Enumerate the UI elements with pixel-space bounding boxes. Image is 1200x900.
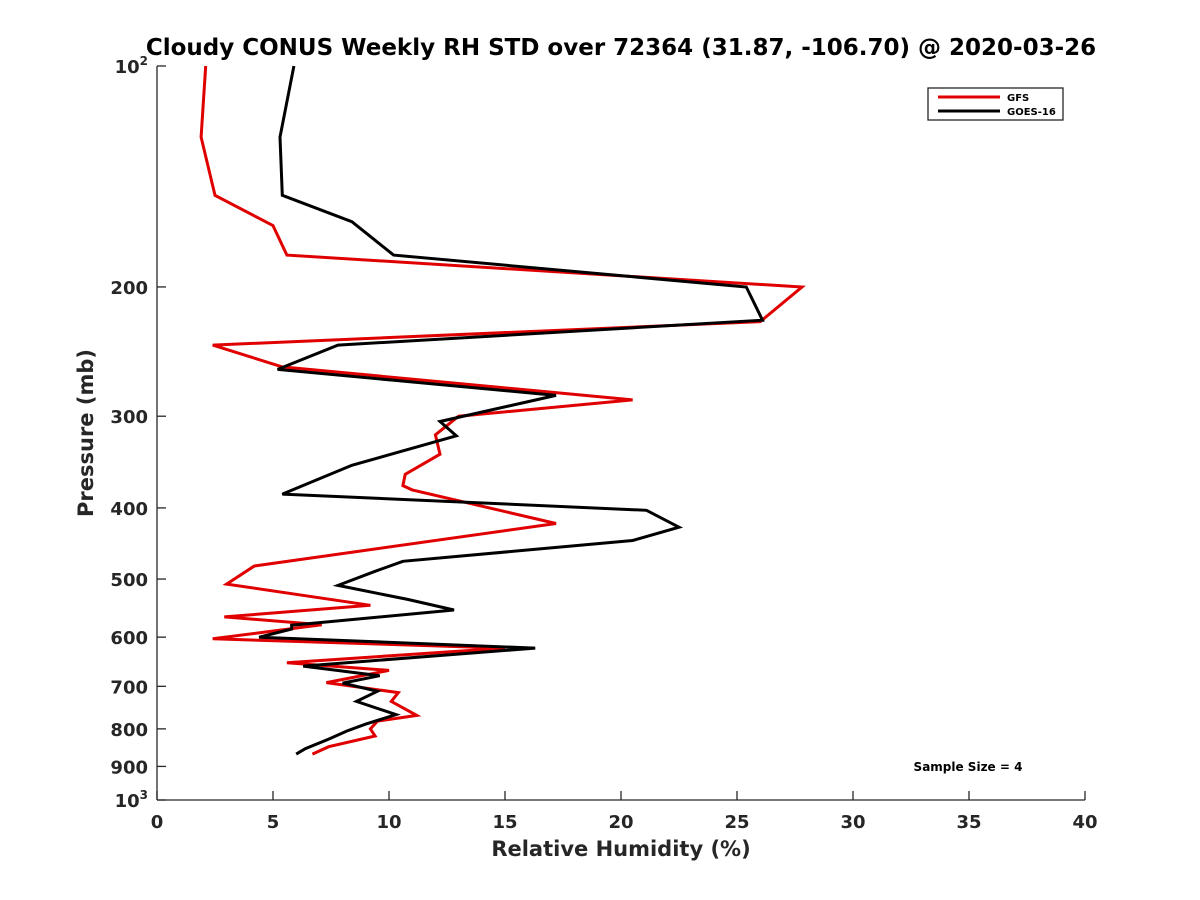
legend-label-gfs: GFS bbox=[1007, 93, 1029, 104]
y-tick-label: 400 bbox=[110, 499, 148, 520]
y-tick-label: 600 bbox=[110, 628, 148, 649]
plot-series bbox=[199, 65, 806, 756]
series-line-goes-16 bbox=[258, 65, 765, 756]
chart-title: Cloudy CONUS Weekly RH STD over 72364 (3… bbox=[146, 35, 1096, 61]
x-tick-label: 20 bbox=[608, 812, 633, 833]
legend-box bbox=[927, 87, 1064, 121]
y-tick-label: 700 bbox=[110, 677, 148, 698]
x-tick-label: 15 bbox=[492, 812, 517, 833]
x-tick-label: 0 bbox=[151, 812, 164, 833]
sample-size-annotation: Sample Size = 4 bbox=[914, 760, 1023, 774]
x-tick-label: 25 bbox=[724, 812, 749, 833]
y-tick-label: 103 bbox=[115, 788, 148, 812]
y-tick-label: 200 bbox=[110, 278, 148, 299]
x-tick-label: 40 bbox=[1072, 812, 1097, 833]
legend: GFS GOES-16 bbox=[927, 87, 1064, 121]
legend-label-goes-16: GOES-16 bbox=[1007, 107, 1056, 118]
series-line-gfs bbox=[199, 65, 806, 756]
y-tick-label: 900 bbox=[110, 757, 148, 778]
y-tick-label: 102 bbox=[115, 54, 148, 78]
axes: 0 5 10 15 20 25 30 35 40 102 200 300 400 500 600 700 800… bbox=[110, 54, 1097, 833]
y-tick-label: 300 bbox=[110, 407, 148, 428]
x-axis-label: Relative Humidity (%) bbox=[491, 837, 750, 861]
x-tick-label: 30 bbox=[840, 812, 865, 833]
y-tick-label: 500 bbox=[110, 570, 148, 591]
y-tick-label: 800 bbox=[110, 720, 148, 741]
x-tick-label: 35 bbox=[956, 812, 981, 833]
x-tick-label: 5 bbox=[267, 812, 280, 833]
y-axis-label: Pressure (mb) bbox=[74, 349, 98, 517]
x-tick-label: 10 bbox=[376, 812, 401, 833]
